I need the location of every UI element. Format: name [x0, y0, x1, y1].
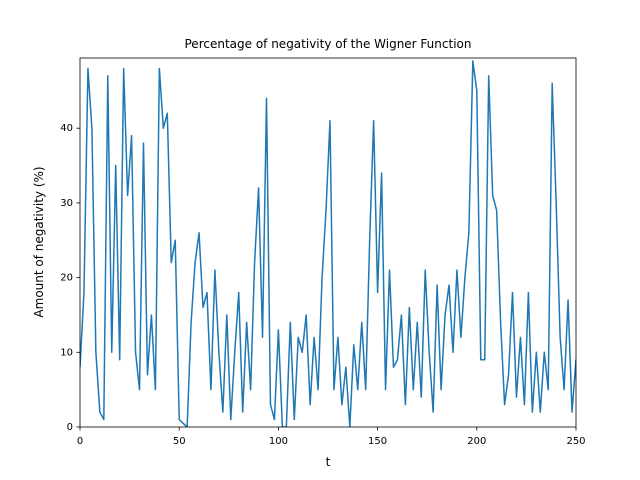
chart-title: Percentage of negativity of the Wigner F… — [185, 37, 472, 51]
x-tick-label: 50 — [173, 436, 186, 447]
y-tick-label: 20 — [60, 273, 73, 284]
y-tick-label: 40 — [60, 123, 73, 134]
plot-frame — [79, 57, 577, 428]
x-axis-label: t — [326, 455, 331, 469]
y-tick-label: 30 — [60, 198, 73, 209]
x-tick-label: 250 — [566, 436, 585, 447]
x-tick-label: 150 — [368, 436, 387, 447]
x-tick-label: 100 — [269, 436, 288, 447]
data-line — [80, 60, 576, 427]
y-axis-label: Amount of negativity (%) — [32, 166, 46, 317]
y-tick-label: 10 — [60, 347, 73, 358]
x-tick-label: 200 — [467, 436, 486, 447]
x-tick-label: 0 — [77, 436, 83, 447]
y-tick-label: 0 — [67, 422, 73, 433]
